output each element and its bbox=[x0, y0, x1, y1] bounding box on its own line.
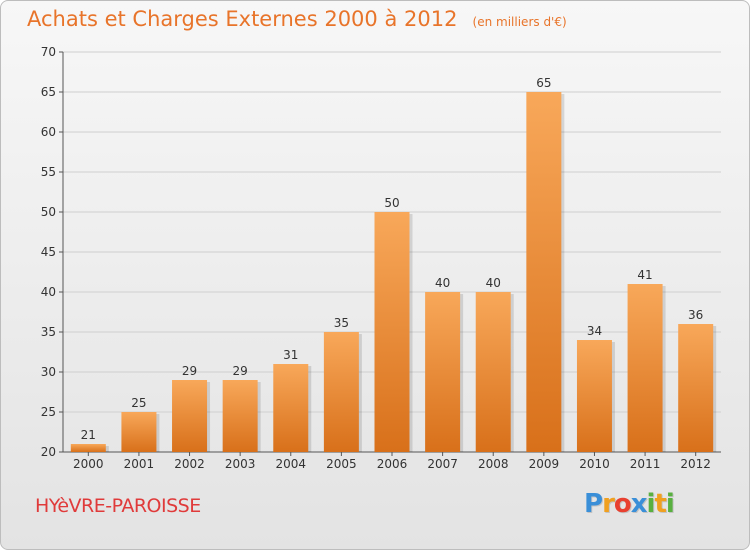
bar-2003[interactable] bbox=[222, 380, 258, 452]
commune-name: HYèVRE-PAROISSE bbox=[35, 495, 201, 517]
data-label: 25 bbox=[131, 396, 146, 410]
bar-2000[interactable] bbox=[70, 444, 106, 452]
x-tick-label: 2006 bbox=[377, 457, 408, 471]
x-tick-label: 2005 bbox=[326, 457, 357, 471]
data-label: 34 bbox=[587, 324, 602, 338]
logo-letter: o bbox=[613, 489, 632, 519]
data-label: 65 bbox=[536, 76, 551, 90]
data-label: 21 bbox=[81, 428, 96, 442]
data-label: 41 bbox=[637, 268, 652, 282]
data-label: 36 bbox=[688, 308, 703, 322]
data-label: 29 bbox=[233, 364, 248, 378]
data-label: 31 bbox=[283, 348, 298, 362]
x-tick-label: 2004 bbox=[275, 457, 306, 471]
x-tick-label: 2007 bbox=[427, 457, 458, 471]
x-tick-label: 2003 bbox=[225, 457, 256, 471]
chart-title: Achats et Charges Externes 2000 à 2012 bbox=[27, 7, 458, 31]
bar-2008[interactable] bbox=[475, 292, 511, 452]
y-tick-label: 45 bbox=[41, 245, 56, 259]
data-label: 40 bbox=[486, 276, 501, 290]
title-row: Achats et Charges Externes 2000 à 2012 (… bbox=[27, 7, 567, 31]
y-tick-label: 70 bbox=[41, 45, 56, 59]
bar-2010[interactable] bbox=[576, 340, 612, 452]
x-tick-label: 2011 bbox=[630, 457, 661, 471]
x-tick-label: 2008 bbox=[478, 457, 509, 471]
x-tick-label: 2010 bbox=[579, 457, 610, 471]
logo-letter: t bbox=[654, 489, 666, 519]
x-tick-label: 2009 bbox=[529, 457, 560, 471]
bar-2006[interactable] bbox=[374, 212, 410, 452]
bar-2004[interactable] bbox=[273, 364, 309, 452]
y-tick-label: 20 bbox=[41, 445, 56, 459]
x-tick-label: 2001 bbox=[124, 457, 155, 471]
y-tick-label: 55 bbox=[41, 165, 56, 179]
logo-letter: i bbox=[646, 489, 656, 519]
bar-2012[interactable] bbox=[678, 324, 714, 452]
bar-2005[interactable] bbox=[323, 332, 359, 452]
y-tick-label: 30 bbox=[41, 365, 56, 379]
data-label: 40 bbox=[435, 276, 450, 290]
logo-letter: r bbox=[602, 489, 615, 519]
proxiti-logo[interactable]: Proxiti bbox=[584, 489, 675, 519]
bar-2002[interactable] bbox=[172, 380, 208, 452]
logo-letter: P bbox=[584, 489, 603, 519]
chart-unit: (en milliers d'€) bbox=[472, 15, 567, 29]
y-tick-label: 50 bbox=[41, 205, 56, 219]
bar-2001[interactable] bbox=[121, 412, 157, 452]
data-label: 50 bbox=[384, 196, 399, 210]
bar-2009[interactable] bbox=[526, 92, 562, 452]
bar-2011[interactable] bbox=[627, 284, 663, 452]
data-label: 35 bbox=[334, 316, 349, 330]
x-tick-label: 2012 bbox=[680, 457, 711, 471]
bar-2007[interactable] bbox=[425, 292, 461, 452]
y-tick-label: 60 bbox=[41, 125, 56, 139]
y-tick-label: 25 bbox=[41, 405, 56, 419]
logo-letter: i bbox=[665, 489, 675, 519]
x-tick-label: 2000 bbox=[73, 457, 104, 471]
data-label: 29 bbox=[182, 364, 197, 378]
y-tick-label: 40 bbox=[41, 285, 56, 299]
y-tick-label: 35 bbox=[41, 325, 56, 339]
x-tick-label: 2002 bbox=[174, 457, 205, 471]
y-tick-label: 65 bbox=[41, 85, 56, 99]
logo-letter: x bbox=[630, 489, 648, 519]
